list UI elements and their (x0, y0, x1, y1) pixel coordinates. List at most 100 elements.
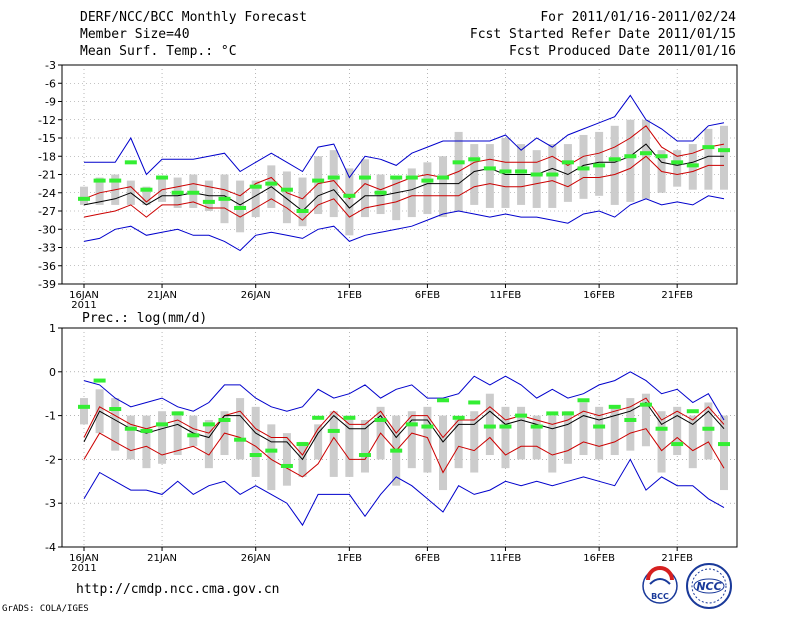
x-tick-label: 11FEB (490, 553, 522, 564)
observed-marker (686, 409, 699, 414)
observed-marker (202, 199, 215, 204)
range-box (485, 393, 494, 456)
y-tick-label: -1 (45, 410, 56, 423)
observed-marker (249, 184, 262, 189)
y-tick-label: -2 (45, 453, 56, 466)
range-box (360, 419, 369, 473)
forecast-period: For 2011/01/16-2011/02/24 (540, 10, 736, 25)
lower-spread-line (83, 155, 724, 221)
range-box (720, 415, 728, 491)
range-box (80, 186, 88, 205)
observed-marker (405, 422, 418, 427)
range-box (407, 411, 416, 469)
upper-spread-line (83, 125, 725, 203)
range-box (111, 398, 120, 451)
observed-marker (639, 151, 652, 156)
range-box (704, 402, 713, 460)
range-box (595, 406, 604, 460)
y-tick-label: -15 (38, 132, 56, 145)
observed-marker (577, 166, 590, 171)
observed-marker (234, 437, 247, 442)
observed-marker (483, 424, 496, 429)
temperature-panel: -3 -6 -9 -12 -15 -18 -21 -24 -27 -30 -33 -36 -39 16JA… (38, 59, 738, 311)
observed-marker (390, 175, 403, 180)
range-box (282, 171, 291, 224)
range-box (688, 415, 697, 469)
observed-marker (608, 404, 621, 409)
grads-credit: GrADS: COLA/IGES (2, 604, 89, 614)
range-box (360, 159, 369, 218)
observed-marker (452, 415, 465, 420)
y-tick-label: -39 (38, 278, 56, 291)
y-tick-label: -33 (38, 242, 56, 255)
range-box (548, 415, 557, 473)
observed-marker (624, 154, 637, 159)
observed-marker (593, 424, 606, 429)
observed-marker (156, 422, 169, 427)
observed-marker (327, 175, 340, 180)
observed-marker (468, 400, 481, 405)
y-tick-label: -24 (38, 187, 56, 200)
observed-marker (93, 378, 106, 383)
x-tick-label: 26JAN (241, 290, 271, 301)
range-box (470, 411, 479, 473)
x-tick-label: 21JAN (147, 553, 177, 564)
x-tick-label: 21JAN (147, 290, 177, 301)
forecast-produced: Fcst Produced Date 2011/01/16 (509, 44, 736, 59)
bcc-logo-text: BCC (651, 592, 669, 601)
x-tick-label: 26JAN (241, 553, 271, 564)
observed-marker (265, 181, 278, 186)
observed-marker (296, 209, 309, 213)
observed-marker (671, 160, 684, 165)
observed-marker (515, 413, 528, 418)
observed-marker (280, 463, 293, 468)
observed-marker (608, 157, 621, 162)
range-box (626, 119, 635, 202)
max-line (83, 371, 725, 421)
precip-variable-label: Prec.: log(mm/d) (82, 311, 207, 326)
x-tick-label: 21FEB (661, 553, 693, 564)
observed-marker (202, 422, 215, 427)
observed-marker (421, 178, 434, 183)
observed-marker (280, 187, 293, 192)
observed-marker (78, 404, 90, 409)
bcc-logo: BCC (642, 566, 678, 604)
observed-marker (718, 442, 730, 447)
ensemble-mean-line (83, 401, 725, 461)
range-box (657, 411, 666, 473)
observed-marker (437, 175, 450, 180)
range-box (126, 415, 135, 460)
observed-marker (140, 428, 153, 433)
upper-spread-line (83, 397, 725, 456)
range-box (298, 177, 307, 227)
observed-marker (140, 187, 153, 192)
observed-marker (187, 433, 200, 438)
observed-marker (109, 178, 122, 183)
range-box (532, 415, 541, 460)
range-box (236, 398, 245, 460)
observed-marker (234, 205, 247, 210)
observed-marker (593, 163, 606, 168)
range-box (673, 406, 682, 456)
y-tick-label: -4 (45, 541, 56, 554)
range-box (142, 415, 151, 469)
range-box (485, 144, 494, 208)
ncc-logo: NCC (686, 563, 732, 609)
y-tick-label: 1 (49, 322, 56, 335)
observed-marker (421, 424, 434, 429)
x-tick-year: 2011 (71, 300, 96, 311)
x-tick-year: 2011 (71, 563, 96, 574)
min-line (83, 195, 725, 252)
observed-marker (171, 411, 184, 416)
x-tick-label: 1FEB (337, 553, 362, 564)
y-tick-label: -3 (45, 59, 56, 72)
range-box (610, 406, 619, 456)
range-box (267, 424, 276, 491)
range-box (626, 398, 635, 451)
observed-marker (515, 169, 528, 174)
x-tick-label: 16JAN (69, 553, 99, 564)
range-box (345, 415, 354, 477)
range-box (173, 411, 182, 456)
y-tick-label: -12 (38, 114, 56, 127)
